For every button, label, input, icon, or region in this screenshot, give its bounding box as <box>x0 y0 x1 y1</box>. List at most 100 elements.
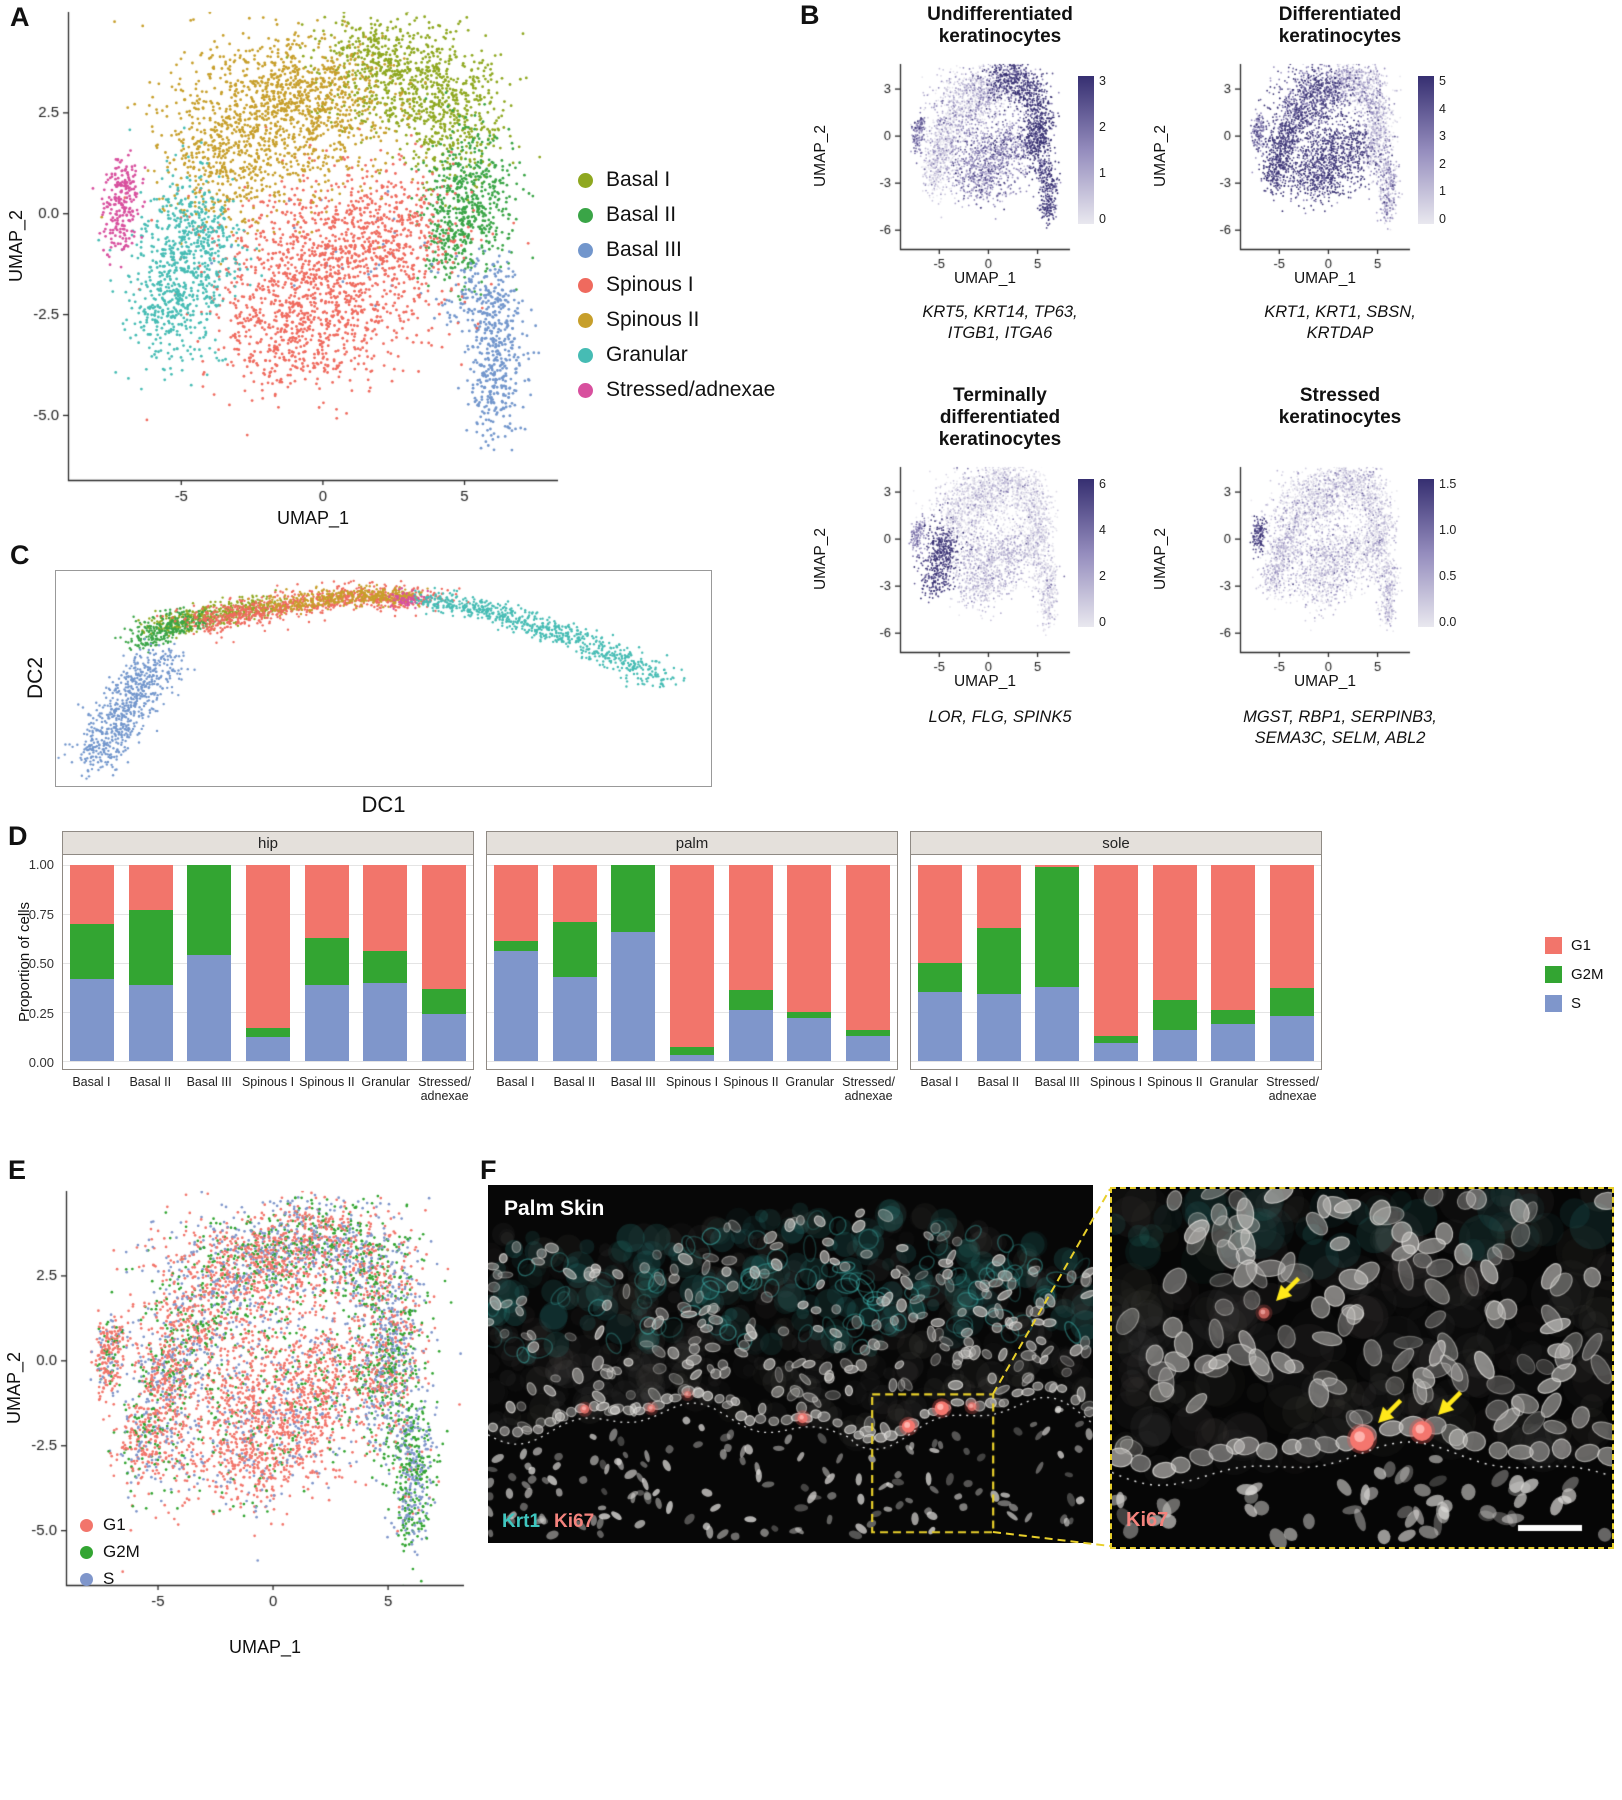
stacked-bar <box>787 865 832 1061</box>
category-label: Stressed/ adnexae <box>842 1075 895 1104</box>
colorbar-tick-labels: 1.5 1.0 0.5 0.0 <box>1439 477 1471 629</box>
bar-slot <box>122 865 181 1061</box>
bar-slot <box>604 865 663 1061</box>
bar-segment-s <box>670 1055 715 1061</box>
bar-segment-g2m <box>845 1029 890 1036</box>
legend-item: Stressed/adnexae <box>578 378 775 402</box>
category-label: Basal I <box>496 1075 535 1089</box>
facet-chart <box>487 864 897 1062</box>
bar-segment-s <box>187 955 232 1061</box>
legend-label: Granular <box>606 343 688 366</box>
colorbar-tick-label: 4 <box>1099 523 1106 537</box>
tissue-label: Palm Skin <box>504 1197 605 1220</box>
gridline <box>487 1060 897 1062</box>
gridline <box>911 864 1321 866</box>
expression-colorbar <box>1418 76 1434 224</box>
bar-segment-s <box>1094 1043 1139 1061</box>
legend-dot <box>578 382 593 398</box>
legend-item: G1 <box>80 1515 140 1535</box>
colorbar-tick-label: 0.0 <box>1439 615 1457 629</box>
panel-c-label: C <box>10 540 30 570</box>
legend-dot <box>578 347 593 363</box>
facet-strip-label: hip <box>62 831 474 855</box>
colorbar-tick-label: 1 <box>1439 184 1446 199</box>
palm-skin-micrograph <box>488 1185 1093 1543</box>
y-axis-label: UMAP_2 <box>1152 527 1169 591</box>
legend-item: G2M <box>80 1542 140 1562</box>
stacked-bar <box>1035 865 1080 1061</box>
legend-item: Spinous II <box>578 308 775 332</box>
panel-d: D Proportion of cells 1.00 0.75 0.50 0.25 0.… <box>0 821 1622 1145</box>
category-label: Spinous I <box>665 1075 719 1089</box>
diffusion-map-frame <box>55 570 712 787</box>
bar-segment-g1 <box>304 865 349 938</box>
feature-plot-title: Undifferentiated keratinocytes <box>927 4 1073 48</box>
stacked-bar <box>1152 865 1197 1061</box>
feature-plot-terminally-differentiated: Terminally differentiated keratinocytes … <box>806 385 1166 763</box>
bar-slot <box>838 865 897 1061</box>
colorbar-tick-label: 4 <box>1439 101 1446 116</box>
bar-segment-g2m <box>1035 866 1080 987</box>
bar-segment-g2m <box>304 937 349 985</box>
bar-slot <box>546 865 605 1061</box>
stacked-bar <box>304 865 349 1061</box>
legend-item: G2M <box>1545 966 1604 983</box>
panel-a: A UMAP_1 UMAP_2 Basal I Basal II Basal III… <box>0 0 790 540</box>
panel-e: E UMAP_1 UMAP_2 G1 G2M S <box>0 1155 478 1800</box>
bar-segment-s <box>421 1013 466 1061</box>
bar-segment-g2m <box>728 990 773 1011</box>
gridline <box>487 864 897 866</box>
facet-plot <box>486 855 898 1070</box>
colorbar-tick-label: 2 <box>1099 120 1106 134</box>
inset-ki67-label: Ki67 <box>1126 1509 1169 1531</box>
bar-segment-s <box>845 1035 890 1061</box>
marker-genes: KRT1, KRT1, SBSN, KRTDAP <box>1264 303 1416 343</box>
bar-slot <box>780 865 839 1061</box>
legend-label: Basal II <box>606 203 677 226</box>
stacked-bar <box>128 865 173 1061</box>
facet-sole: sole Basal I Basal II Basal III Spinous I Spi… <box>910 831 1322 1104</box>
legend-label: Spinous I <box>606 273 694 296</box>
legend-swatch <box>1545 966 1562 983</box>
stacked-bar <box>1094 865 1139 1061</box>
bar-segment-g1 <box>552 865 597 922</box>
panel-e-label: E <box>8 1155 27 1185</box>
bar-segment-g2m <box>918 963 963 993</box>
bar-segment-g2m <box>70 923 115 979</box>
panel-f-label: F <box>480 1155 497 1185</box>
umap-cluster-scatter-canvas <box>10 2 566 524</box>
panel-c-x-axis-label: DC1 <box>361 792 406 817</box>
colorbar-tick-label: 3 <box>1099 74 1106 88</box>
y-tick-label: 0.50 <box>28 956 54 971</box>
legend-item: Basal III <box>578 238 775 262</box>
bar-segment-g1 <box>728 865 773 991</box>
bar-segment-s <box>552 976 597 1061</box>
bar-segment-s <box>787 1017 832 1061</box>
y-axis-label: UMAP_2 <box>1152 124 1169 188</box>
gridline <box>63 864 473 866</box>
bar-segment-g1 <box>128 865 173 911</box>
bar-segment-g1 <box>787 865 832 1013</box>
colorbar-tick-label: 3 <box>1439 129 1446 144</box>
category-label: Spinous II <box>723 1075 779 1089</box>
bar-segment-g1 <box>1211 865 1256 1011</box>
bar-segment-g2m <box>363 951 408 983</box>
legend-dot <box>578 312 593 328</box>
legend-label: G2M <box>1571 966 1604 983</box>
category-label: Basal III <box>1034 1075 1080 1089</box>
legend-item: Basal I <box>578 168 775 192</box>
legend-dot <box>80 1545 93 1559</box>
legend-swatch <box>1545 937 1562 954</box>
category-labels: Basal I Basal II Basal III Spinous I Spinous… <box>910 1070 1322 1104</box>
ki67-stain-label: Ki67 <box>554 1511 595 1532</box>
y-tick-label: 0.75 <box>28 906 54 922</box>
facet-plot <box>910 855 1322 1070</box>
panel-b-label: B <box>800 0 820 30</box>
category-label: Granular <box>785 1075 835 1089</box>
stacked-bar <box>1211 865 1256 1061</box>
gridline <box>911 1060 1321 1062</box>
x-axis-label: UMAP_1 <box>1293 673 1357 690</box>
bar-segment-g1 <box>494 865 539 942</box>
phase-legend-inset: G1 G2M S <box>80 1515 140 1596</box>
